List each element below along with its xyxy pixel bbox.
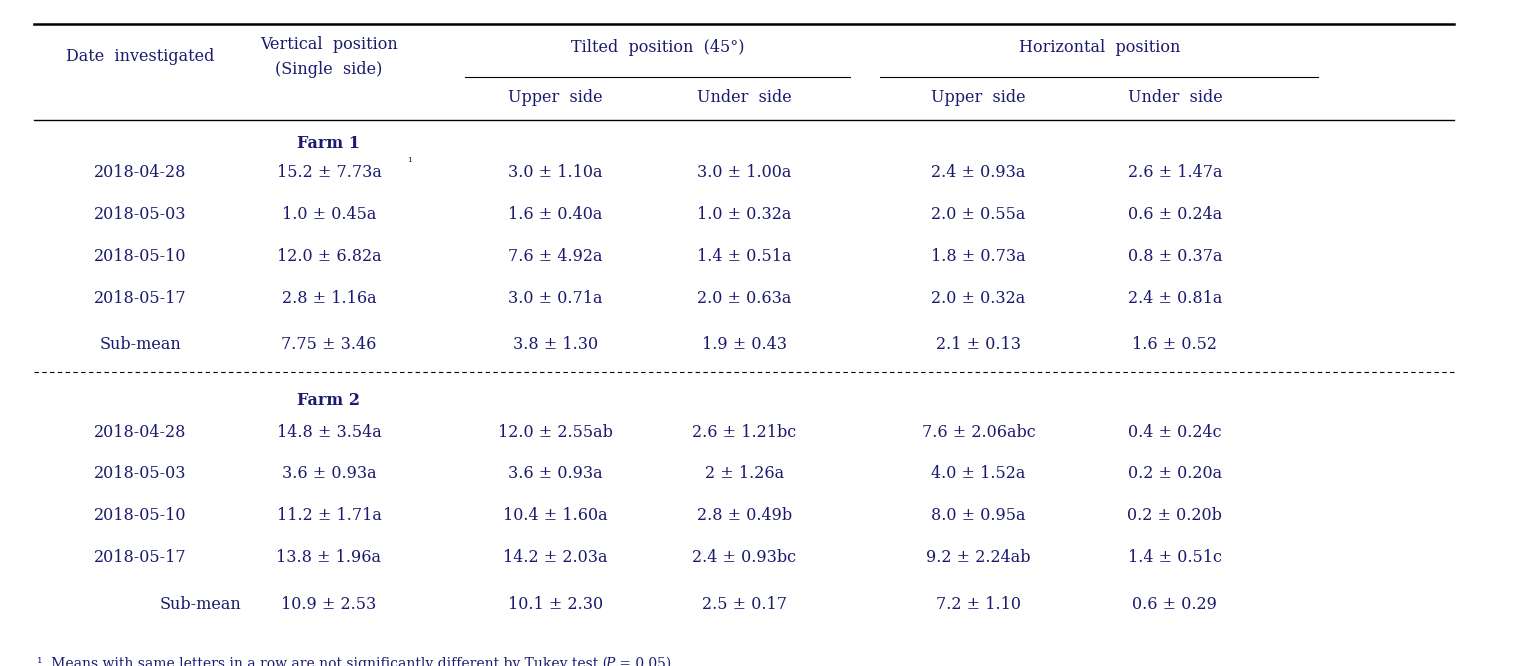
Text: Farm 2: Farm 2 [298,392,360,409]
Text: Horizontal  position: Horizontal position [1019,39,1180,56]
Text: 7.75 ± 3.46: 7.75 ± 3.46 [281,336,377,353]
Text: 10.1 ± 2.30: 10.1 ± 2.30 [507,595,603,613]
Text: 1.0 ± 0.32a: 1.0 ± 0.32a [697,206,791,223]
Text: 2.4 ± 0.93a: 2.4 ± 0.93a [931,164,1025,181]
Text: 0.6 ± 0.29: 0.6 ± 0.29 [1133,595,1217,613]
Text: 10.4 ± 1.60a: 10.4 ± 1.60a [503,507,608,524]
Text: Upper  side: Upper side [931,89,1025,106]
Text: 3.0 ± 0.71a: 3.0 ± 0.71a [509,290,603,306]
Text: 2018-05-17: 2018-05-17 [94,549,187,566]
Text: 2018-05-17: 2018-05-17 [94,290,187,306]
Text: 1.6 ± 0.40a: 1.6 ± 0.40a [509,206,603,223]
Text: 2018-05-03: 2018-05-03 [94,206,187,223]
Text: 1.9 ± 0.43: 1.9 ± 0.43 [702,336,787,353]
Text: 2.1 ± 0.13: 2.1 ± 0.13 [936,336,1021,353]
Text: 0.8 ± 0.37a: 0.8 ± 0.37a [1127,248,1223,264]
Text: Upper  side: Upper side [509,89,603,106]
Text: 1.4 ± 0.51c: 1.4 ± 0.51c [1129,549,1221,566]
Text: 8.0 ± 0.95a: 8.0 ± 0.95a [931,507,1025,524]
Text: Sub-mean: Sub-mean [99,336,181,353]
Text: 11.2 ± 1.71a: 11.2 ± 1.71a [276,507,381,524]
Text: 2.5 ± 0.17: 2.5 ± 0.17 [702,595,787,613]
Text: 0.2 ± 0.20b: 0.2 ± 0.20b [1127,507,1223,524]
Text: 13.8 ± 1.96a: 13.8 ± 1.96a [276,549,381,566]
Text: 2018-05-10: 2018-05-10 [94,248,187,264]
Text: 10.9 ± 2.53: 10.9 ± 2.53 [281,595,377,613]
Text: 0.6 ± 0.24a: 0.6 ± 0.24a [1127,206,1223,223]
Text: 2.0 ± 0.32a: 2.0 ± 0.32a [931,290,1025,306]
Text: 1.4 ± 0.51a: 1.4 ± 0.51a [697,248,791,264]
Text: Vertical  position: Vertical position [260,37,398,53]
Text: 7.6 ± 2.06abc: 7.6 ± 2.06abc [922,424,1036,441]
Text: = 0.05).: = 0.05). [615,657,674,666]
Text: 2018-05-10: 2018-05-10 [94,507,187,524]
Text: 2.0 ± 0.63a: 2.0 ± 0.63a [697,290,791,306]
Text: 2 ± 1.26a: 2 ± 1.26a [705,466,784,482]
Text: Farm 1: Farm 1 [298,135,360,152]
Text: 0.2 ± 0.20a: 0.2 ± 0.20a [1129,466,1221,482]
Text: 2.6 ± 1.47a: 2.6 ± 1.47a [1127,164,1223,181]
Text: Under  side: Under side [1127,89,1223,106]
Text: 0.4 ± 0.24c: 0.4 ± 0.24c [1129,424,1221,441]
Text: 2018-04-28: 2018-04-28 [94,424,187,441]
Text: 2.4 ± 0.93bc: 2.4 ± 0.93bc [693,549,796,566]
Text: 3.6 ± 0.93a: 3.6 ± 0.93a [281,466,377,482]
Text: 14.2 ± 2.03a: 14.2 ± 2.03a [503,549,608,566]
Text: 2.4 ± 0.81a: 2.4 ± 0.81a [1127,290,1223,306]
Text: 7.6 ± 4.92a: 7.6 ± 4.92a [509,248,603,264]
Text: Date  investigated: Date investigated [65,48,214,65]
Text: 1.0 ± 0.45a: 1.0 ± 0.45a [281,206,377,223]
Text: P: P [605,657,615,666]
Text: 3.8 ± 1.30: 3.8 ± 1.30 [513,336,598,353]
Text: 2.6 ± 1.21bc: 2.6 ± 1.21bc [693,424,796,441]
Text: 2018-04-28: 2018-04-28 [94,164,187,181]
Text: 2.8 ± 0.49b: 2.8 ± 0.49b [697,507,791,524]
Text: 3.0 ± 1.10a: 3.0 ± 1.10a [509,164,603,181]
Text: Tilted  position  (45°): Tilted position (45°) [571,39,744,56]
Text: 1.6 ± 0.52: 1.6 ± 0.52 [1133,336,1217,353]
Text: 12.0 ± 6.82a: 12.0 ± 6.82a [276,248,381,264]
Text: ¹: ¹ [407,156,412,168]
Text: 2.8 ± 1.16a: 2.8 ± 1.16a [281,290,377,306]
Text: Under  side: Under side [697,89,791,106]
Text: 3.0 ± 1.00a: 3.0 ± 1.00a [697,164,791,181]
Text: (Single  side): (Single side) [275,61,383,78]
Text: 12.0 ± 2.55ab: 12.0 ± 2.55ab [498,424,614,441]
Text: 14.8 ± 3.54a: 14.8 ± 3.54a [276,424,381,441]
Text: 2.0 ± 0.55a: 2.0 ± 0.55a [931,206,1025,223]
Text: 7.2 ± 1.10: 7.2 ± 1.10 [936,595,1021,613]
Text: 2018-05-03: 2018-05-03 [94,466,187,482]
Text: 9.2 ± 2.24ab: 9.2 ± 2.24ab [927,549,1031,566]
Text: ¹  Means with same letters in a row are not significantly different by Tukey tes: ¹ Means with same letters in a row are n… [38,657,609,666]
Text: 15.2 ± 7.73a: 15.2 ± 7.73a [276,164,381,181]
Text: 3.6 ± 0.93a: 3.6 ± 0.93a [509,466,603,482]
Text: Sub-mean: Sub-mean [159,595,242,613]
Text: 1.8 ± 0.73a: 1.8 ± 0.73a [931,248,1025,264]
Text: 4.0 ± 1.52a: 4.0 ± 1.52a [931,466,1025,482]
